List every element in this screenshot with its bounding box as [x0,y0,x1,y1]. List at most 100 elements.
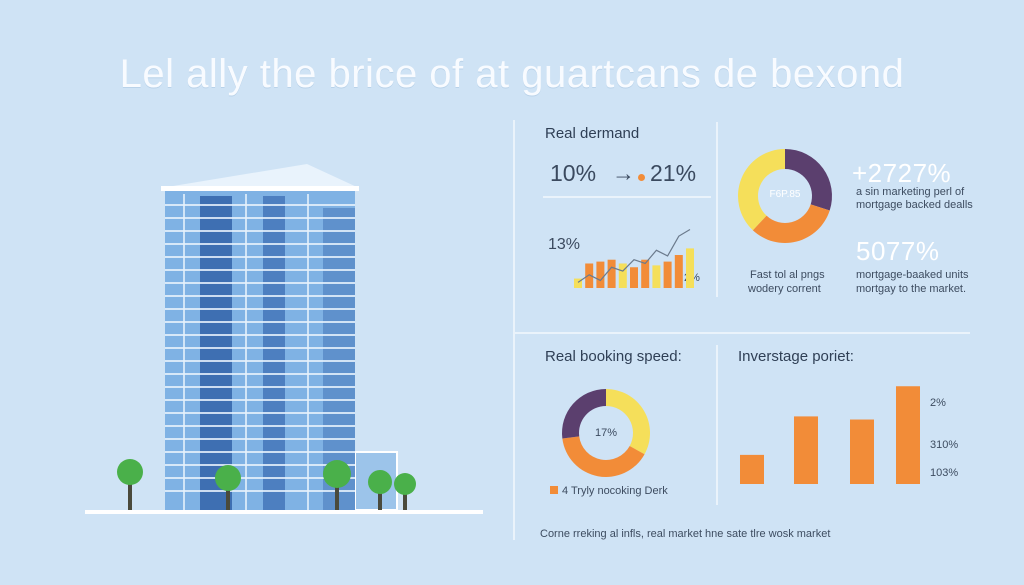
floor-line [165,204,355,206]
donut-chart-1 [738,149,832,243]
ground-line [85,510,483,514]
floor-line [165,438,355,440]
donut2-center-label: 17% [594,427,618,439]
donut-slice [785,149,832,211]
tree-icon [215,465,241,491]
demand-bar [585,263,594,288]
demand-bar [574,278,582,288]
demand-arrow: → [612,160,635,186]
floor-line [165,412,355,414]
demand-bar [686,248,694,288]
investage-bar [896,386,920,484]
tree-icon [117,459,143,485]
stat2-desc-1: mortgage-baaked units [856,269,969,281]
floor-line [165,243,355,245]
floor-line [165,373,355,375]
building-column-dark [200,196,232,510]
tree-trunk [226,489,230,510]
floor-line [165,321,355,323]
floor-line [165,490,355,492]
demand-stat-to: 21% [650,160,697,186]
floor-line [165,399,355,401]
donut-slice [562,436,645,477]
floor-line [165,464,355,466]
footer-text: Corne rreking al infls, real market hne … [540,528,831,540]
demand-title: Real dermand [545,125,640,142]
donut-slice [738,149,785,231]
donut1-caption-2: wodery corrent [748,283,821,295]
building-floors [165,194,355,510]
investage-label-1: 2% [930,397,946,409]
investage-bar [850,419,874,484]
floor-line [165,347,355,349]
demand-bar [618,263,627,288]
building-illustration [85,164,483,514]
building-column-right [323,208,355,510]
investage-bar [794,416,818,484]
divider-left [513,120,515,540]
building-roof [161,164,359,188]
demand-bar [652,265,661,288]
floor-line [165,477,355,479]
demand-bar [607,259,616,288]
stat1-desc-1: a sin marketing perl of [856,186,965,198]
booking-legend-text: 4 Tryly nocoking Derk [562,485,668,497]
donut-slice [606,389,650,455]
demand-bar [663,261,672,288]
floor-line [165,386,355,388]
floor-line [165,295,355,297]
donut1-caption-1: Fast tol al pngs [750,269,825,281]
demand-trend-line [577,229,691,283]
tree-trunk [403,493,407,510]
demand-dot-marker [638,174,645,181]
floor-line [165,334,355,336]
demand-bar-label-top: 13% [548,236,581,253]
page-title: Lel ally the brice of at guartcans de be… [119,52,905,96]
tree-icon [368,470,392,494]
floor-line [165,308,355,310]
stat-percent-2: 5077% [856,236,940,266]
donut-slice [562,389,606,439]
tree-icon [394,473,416,495]
floor-line [165,425,355,427]
divider-top-mid [716,122,718,297]
floor-line [165,360,355,362]
floor-line [165,451,355,453]
donut-slice [752,204,830,243]
tree-trunk [335,486,339,510]
booking-legend: 4 Tryly nocoking Derk [550,484,668,498]
floor-line [165,217,355,219]
building-column-mid [263,196,285,510]
investage-label-3: 103% [930,467,959,479]
demand-bar [596,261,605,288]
donut-chart-2 [562,389,650,477]
investage-bar-chart [740,386,920,484]
booking-title: Real booking speed: [545,348,682,365]
stat-plus-percent: +2727% [852,158,952,188]
legend-swatch-icon [550,486,558,494]
stat1-desc-2: mortgage backed dealls [856,199,973,211]
mullion [183,194,185,510]
floor-line [165,269,355,271]
mullion [245,194,247,510]
stat2-desc-2: mortgay to the market. [856,283,967,295]
tree-icon [323,460,351,488]
divider-demand [543,196,711,198]
mullion [307,194,309,510]
investage-title: Inverstage poriet: [738,348,854,365]
divider-middle [515,332,970,334]
floor-line [165,230,355,232]
floor-line [165,256,355,258]
demand-stat-from: 10% [550,160,597,186]
building-roof-edge [161,186,359,191]
divider-bottom-mid [716,345,718,505]
investage-bar [740,454,764,484]
donut1-center-label: F6P.85 [769,189,801,200]
investage-label-2: 310% [930,439,959,451]
demand-bar [674,255,683,288]
tree-trunk [128,483,132,510]
demand-bar [630,267,638,288]
floor-line [165,282,355,284]
demand-bar-chart [574,229,694,288]
